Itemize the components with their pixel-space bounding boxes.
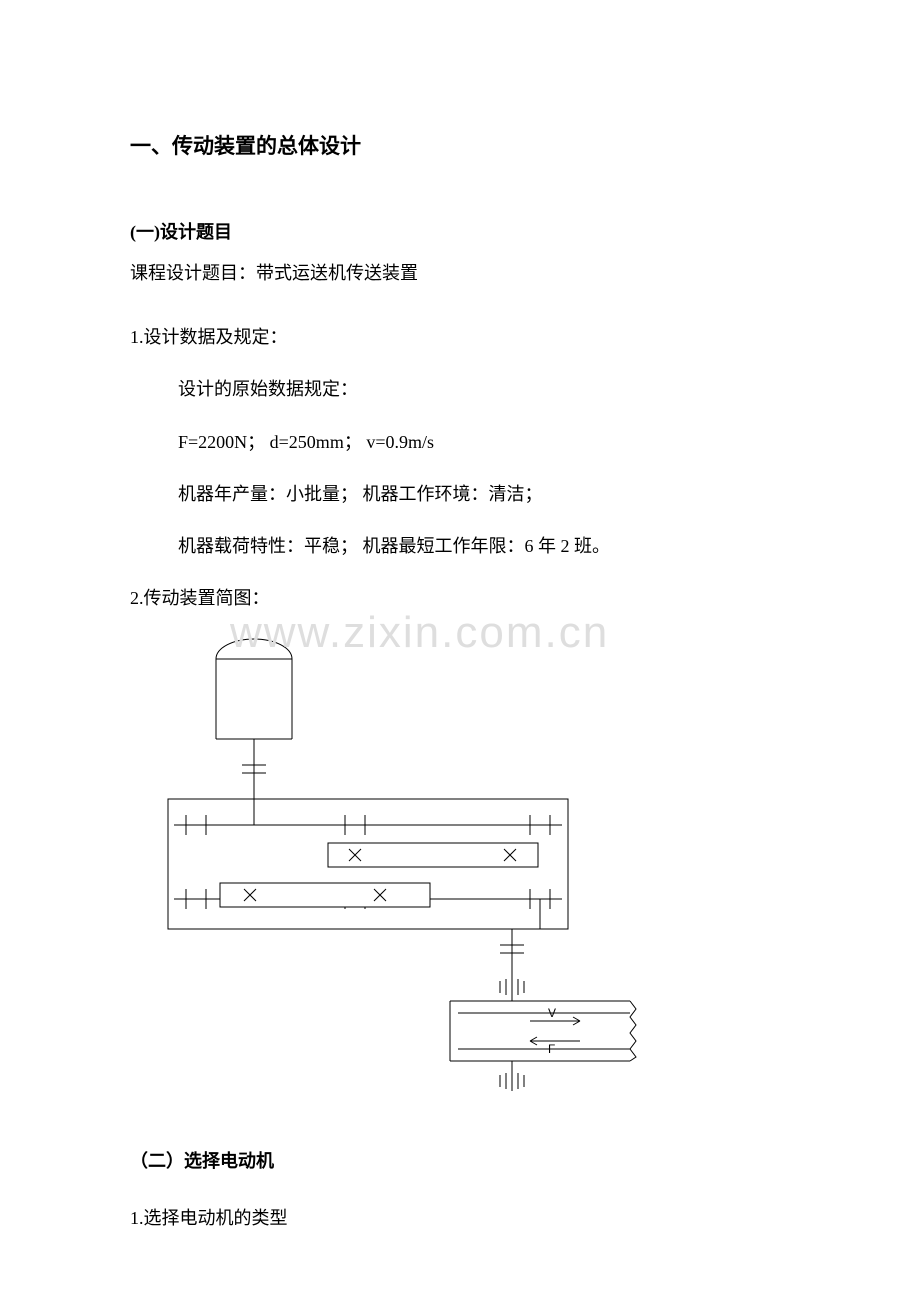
spec-load: 机器载荷特性：平稳； 机器最短工作年限：6 年 2 班。 [130,529,790,563]
spec-env: 机器年产量：小批量； 机器工作环境：清洁； [130,477,790,511]
svg-text:F: F [548,1042,555,1056]
transmission-diagram: VF [130,629,790,1119]
diagram-svg: VF [160,629,640,1119]
spec-intro: 设计的原始数据规定： [130,372,790,406]
subject-line: 课程设计题目：带式运送机传送装置 [130,256,790,290]
heading-main: 一、传动装置的总体设计 [130,130,790,160]
section2-title: （二）选择电动机 [130,1147,790,1173]
item1-label: 1.设计数据及规定： [130,320,790,354]
section2-item1: 1.选择电动机的类型 [130,1201,790,1235]
spec-params: F=2200N； d=250mm； v=0.9m/s [130,425,790,459]
section1-title: (一)设计题目 [130,218,790,244]
svg-text:V: V [548,1006,556,1020]
item2-label: 2.传动装置简图： [130,581,790,615]
